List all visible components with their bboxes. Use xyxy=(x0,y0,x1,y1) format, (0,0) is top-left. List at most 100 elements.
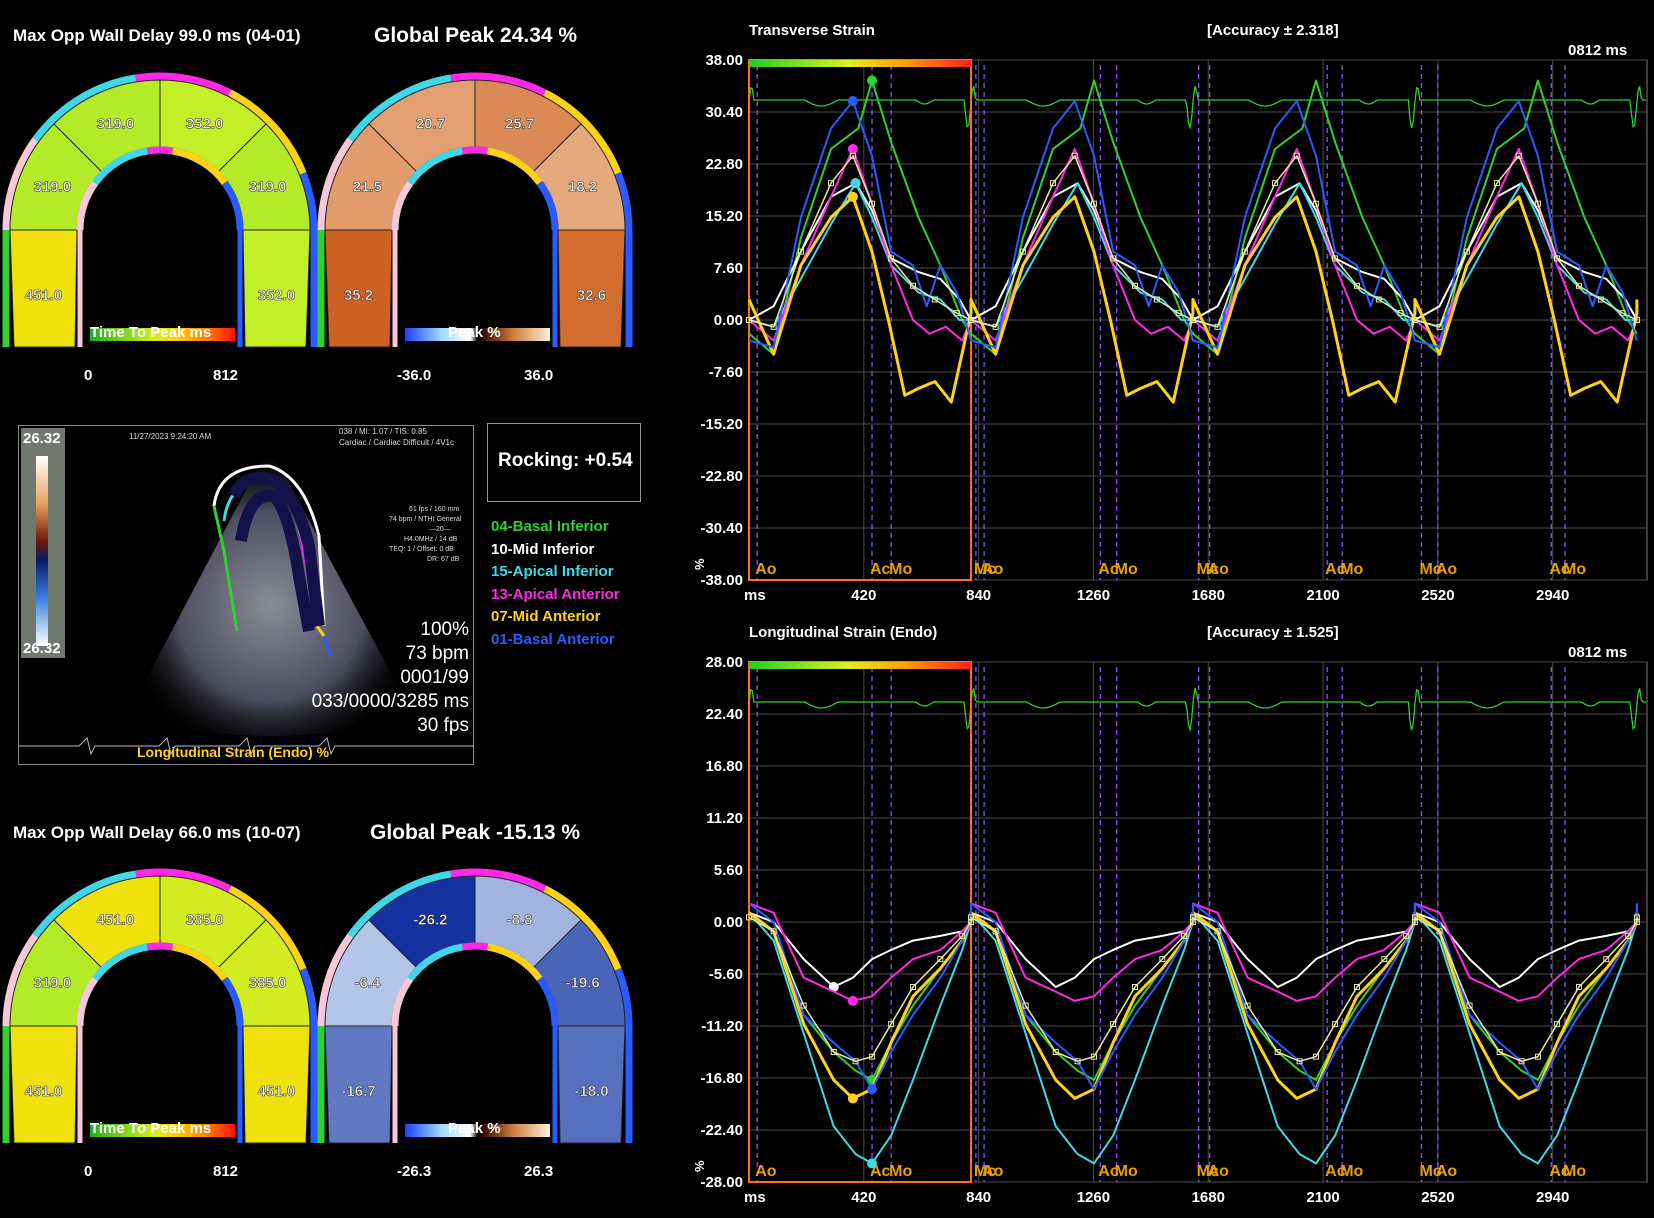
rim-segment xyxy=(146,146,174,155)
event-marker-label: Ao xyxy=(1208,1163,1230,1180)
rim-segment xyxy=(461,942,489,951)
y-tick-label: -30.40 xyxy=(700,520,743,537)
series-line xyxy=(748,902,1638,1091)
legend-item: 04-Basal Inferior xyxy=(491,518,609,535)
average-point xyxy=(852,1058,859,1065)
event-marker-label: Ac xyxy=(1098,1163,1119,1180)
average-point xyxy=(1332,255,1339,262)
segment-value: 352.0 xyxy=(186,115,224,132)
peak-marker xyxy=(867,1084,878,1095)
x-tick-label: 2520 xyxy=(1421,587,1454,604)
y-tick-label: -5.60 xyxy=(709,966,743,983)
chart2-time-label: 0812 ms xyxy=(1568,644,1628,661)
rim-segment xyxy=(407,147,464,186)
average-point xyxy=(1353,282,1360,289)
average-point xyxy=(1463,248,1470,255)
average-point xyxy=(1633,914,1640,921)
average-point xyxy=(1518,1058,1525,1065)
chart1-accuracy: [Accuracy ± 2.318] xyxy=(1207,22,1339,39)
x-tick-label: 840 xyxy=(966,1189,991,1206)
x-axis-label: ms xyxy=(744,587,766,604)
rim-segment xyxy=(407,943,464,982)
segment-value: 451.0 xyxy=(97,911,135,928)
segment-value: 451.0 xyxy=(258,1083,296,1100)
series-line xyxy=(748,155,1638,328)
us-info-line: H4.0MHz / 14 dB xyxy=(404,536,458,543)
bullseye-segment[interactable] xyxy=(242,1025,311,1144)
average-point xyxy=(1074,1058,1081,1065)
x-tick-label: 2100 xyxy=(1306,587,1339,604)
average-point xyxy=(1312,200,1319,207)
average-point xyxy=(1090,200,1097,207)
segment-value: 25.7 xyxy=(505,115,534,132)
average-point xyxy=(1131,282,1138,289)
transverse-strain-chart[interactable]: 38.00 30.40 22.80 15.20 7.60 0.00 -7.60 -15.20 -… xyxy=(680,50,1654,610)
us-time: 033/0000/3285 ms xyxy=(311,691,469,712)
chart1-time-label: 0812 ms xyxy=(1568,42,1628,59)
y-tick-label: 30.40 xyxy=(705,104,743,121)
average-point xyxy=(1214,928,1221,935)
average-point xyxy=(937,956,944,963)
y-tick-label: 28.00 xyxy=(705,654,743,671)
segment-value: -26.2 xyxy=(413,911,447,928)
average-point xyxy=(1052,1049,1059,1055)
us-info-line: 74 bpm / NTHI General xyxy=(389,516,462,523)
average-point xyxy=(1403,932,1410,939)
bullseye-segment[interactable] xyxy=(557,229,626,348)
rocking-value: Rocking: +0.54 xyxy=(498,450,633,471)
rim-segment xyxy=(614,172,633,231)
rim-segment xyxy=(221,180,244,231)
chart1-title: Transverse Strain xyxy=(749,22,875,39)
average-point xyxy=(1397,310,1404,317)
x-tick-label: 2940 xyxy=(1536,1189,1569,1206)
series-line xyxy=(748,100,1638,349)
average-point xyxy=(1312,1053,1319,1060)
average-point xyxy=(1189,317,1196,323)
x-tick-label: 1680 xyxy=(1192,1189,1225,1206)
segment-value: 319.0 xyxy=(249,178,287,195)
average-point xyxy=(888,1021,895,1028)
y-tick-label: 5.60 xyxy=(714,862,743,879)
ultrasound-viewport[interactable]: 26.32 26.32 11/27/2023 9:24:20 AM 038 / … xyxy=(18,425,474,765)
us-caption: Longitudinal Strain (Endo) % xyxy=(137,744,330,760)
rim-segment xyxy=(317,933,354,1027)
bottom-bullseye-plot: 451.0 319.0 451.0 385.0 385.0 451.0 -16.7 -6.4… xyxy=(2,868,633,1144)
selection-timebar xyxy=(749,662,971,669)
series-line xyxy=(748,916,1638,1063)
y-tick-label: -11.20 xyxy=(701,1018,743,1035)
average-point xyxy=(830,1049,837,1055)
y-tick-label: -28.00 xyxy=(700,1174,743,1191)
y-tick-label: 15.20 xyxy=(705,208,743,225)
y-tick-label: -7.60 xyxy=(709,364,743,381)
average-point xyxy=(992,928,999,935)
rim-segment xyxy=(347,74,452,142)
x-tick-label: 840 xyxy=(966,587,991,604)
average-point xyxy=(1332,1021,1339,1028)
rim-segment xyxy=(486,147,543,186)
bullseye-segment[interactable] xyxy=(557,1025,626,1144)
segment-value: -6.4 xyxy=(354,974,381,991)
us-date: 11/27/2023 9:24:20 AM xyxy=(129,432,212,441)
average-point xyxy=(967,317,974,323)
average-point xyxy=(1244,1002,1251,1009)
us-scale-bottom: 26.32 xyxy=(23,640,61,657)
average-point xyxy=(959,932,966,939)
bullseye-segment[interactable] xyxy=(242,229,311,348)
x-tick-label: 1260 xyxy=(1077,587,1110,604)
us-bpm: 73 bpm xyxy=(405,643,469,664)
y-tick-label: 38.00 xyxy=(705,52,743,69)
x-tick-label: 1680 xyxy=(1192,587,1225,604)
event-marker-label: Mo xyxy=(889,1163,912,1180)
average-point xyxy=(1022,1002,1029,1009)
segment-value: 352.0 xyxy=(258,287,296,304)
rim-segment xyxy=(317,137,354,231)
x-tick-label: 420 xyxy=(851,1189,876,1206)
segment-value: -19.6 xyxy=(566,974,600,991)
top-peak-horseshoe: 35.2 21.5 20.7 25.7 18.2 32.6 xyxy=(317,72,633,348)
x-tick-label: 1260 xyxy=(1077,1189,1110,1206)
x-tick-label: 2100 xyxy=(1306,1189,1339,1206)
longitudinal-strain-chart[interactable]: 28.00 22.40 16.80 11.20 5.60 0.00 -5.60 -11.20 -… xyxy=(680,652,1654,1212)
chart2-title: Longitudinal Strain (Endo) xyxy=(749,624,938,641)
rim-segment xyxy=(32,74,137,142)
event-marker-label: Ao xyxy=(982,1163,1004,1180)
